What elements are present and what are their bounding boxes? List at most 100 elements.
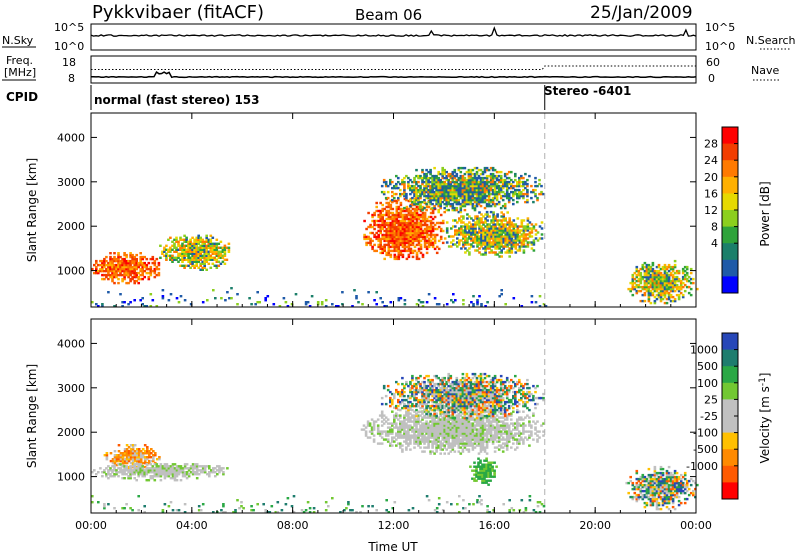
data-cell xyxy=(645,285,649,289)
data-cell xyxy=(407,239,411,243)
data-cell xyxy=(217,246,221,249)
data-cell xyxy=(91,471,94,474)
data-cell xyxy=(498,243,501,246)
data-cell xyxy=(195,238,198,241)
data-cell xyxy=(419,388,422,392)
data-cell xyxy=(395,201,399,205)
data-cell xyxy=(457,424,461,427)
data-cell xyxy=(383,235,386,239)
data-cell xyxy=(449,198,453,202)
data-cell xyxy=(504,303,507,306)
data-cell xyxy=(641,267,645,271)
data-cell xyxy=(115,469,118,472)
data-cell xyxy=(409,209,413,213)
data-cell xyxy=(492,239,495,242)
data-cell xyxy=(411,190,414,194)
data-cell xyxy=(195,236,198,239)
data-cell xyxy=(453,200,457,204)
data-cell xyxy=(413,384,416,388)
data-cell xyxy=(193,471,197,474)
data-cell xyxy=(459,424,463,427)
data-cell xyxy=(472,305,475,308)
data-cell xyxy=(137,467,140,470)
data-cell xyxy=(135,257,138,261)
data-cell xyxy=(417,239,421,243)
data-cell xyxy=(508,217,511,220)
data-cell xyxy=(455,198,459,202)
data-cell xyxy=(455,172,459,176)
data-cell xyxy=(209,254,213,257)
data-cell xyxy=(463,192,467,196)
data-cell xyxy=(413,422,416,425)
data-cell xyxy=(479,436,483,439)
data-cell xyxy=(507,424,511,427)
data-cell xyxy=(518,178,521,182)
data-cell xyxy=(407,227,411,231)
data-cell xyxy=(409,227,413,231)
data-cell xyxy=(671,279,675,283)
data-cell xyxy=(111,263,114,267)
data-cell xyxy=(379,241,382,245)
data-cell xyxy=(449,172,453,176)
data-cell xyxy=(503,202,507,206)
colorbar-swatch xyxy=(722,143,738,161)
data-cell xyxy=(505,442,509,445)
data-cell xyxy=(207,238,211,241)
data-cell xyxy=(411,255,415,259)
data-cell xyxy=(123,265,126,269)
data-cell xyxy=(530,301,534,304)
data-cell xyxy=(197,260,200,263)
data-cell xyxy=(661,281,665,285)
data-cell xyxy=(435,245,439,249)
data-cell xyxy=(147,467,151,470)
data-cell xyxy=(673,283,677,287)
data-cell xyxy=(145,479,149,482)
data-cell xyxy=(381,219,384,223)
data-cell xyxy=(97,471,100,474)
data-cell xyxy=(419,188,422,192)
data-cell xyxy=(173,256,176,259)
data-cell xyxy=(141,297,144,300)
data-cell xyxy=(419,204,422,208)
data-cell xyxy=(119,293,122,296)
data-cell xyxy=(387,247,391,251)
data-cell xyxy=(663,289,667,293)
data-cell xyxy=(409,380,412,384)
data-cell xyxy=(665,277,669,281)
data-cell xyxy=(382,414,386,417)
data-cell xyxy=(304,303,308,306)
data-cell xyxy=(401,434,404,437)
data-cell xyxy=(443,192,446,196)
data-cell xyxy=(395,207,399,211)
data-cell xyxy=(381,235,384,239)
data-cell xyxy=(397,432,400,435)
data-cell xyxy=(115,267,118,271)
data-cell xyxy=(481,194,485,198)
data-cell xyxy=(421,428,424,431)
data-cell xyxy=(389,225,393,229)
data-cell xyxy=(183,240,186,243)
data-cell xyxy=(117,269,120,273)
data-cell xyxy=(221,248,225,251)
data-cell xyxy=(372,426,376,429)
data-cell xyxy=(455,184,459,188)
data-cell xyxy=(431,209,435,213)
data-cell xyxy=(415,188,418,192)
data-cell xyxy=(518,249,522,252)
data-cell xyxy=(435,233,439,237)
data-cell xyxy=(195,463,199,466)
data-cell xyxy=(437,430,440,433)
data-cell xyxy=(472,225,475,228)
data-cell xyxy=(427,233,431,237)
data-cell xyxy=(189,467,193,470)
data-cell xyxy=(399,211,403,215)
data-cell xyxy=(475,444,479,447)
data-cell xyxy=(403,184,406,188)
data-cell xyxy=(109,467,112,470)
data-cell xyxy=(148,450,151,453)
data-cell xyxy=(407,217,411,221)
data-cell xyxy=(147,469,151,472)
data-cell xyxy=(417,376,420,380)
data-cell xyxy=(477,416,481,419)
